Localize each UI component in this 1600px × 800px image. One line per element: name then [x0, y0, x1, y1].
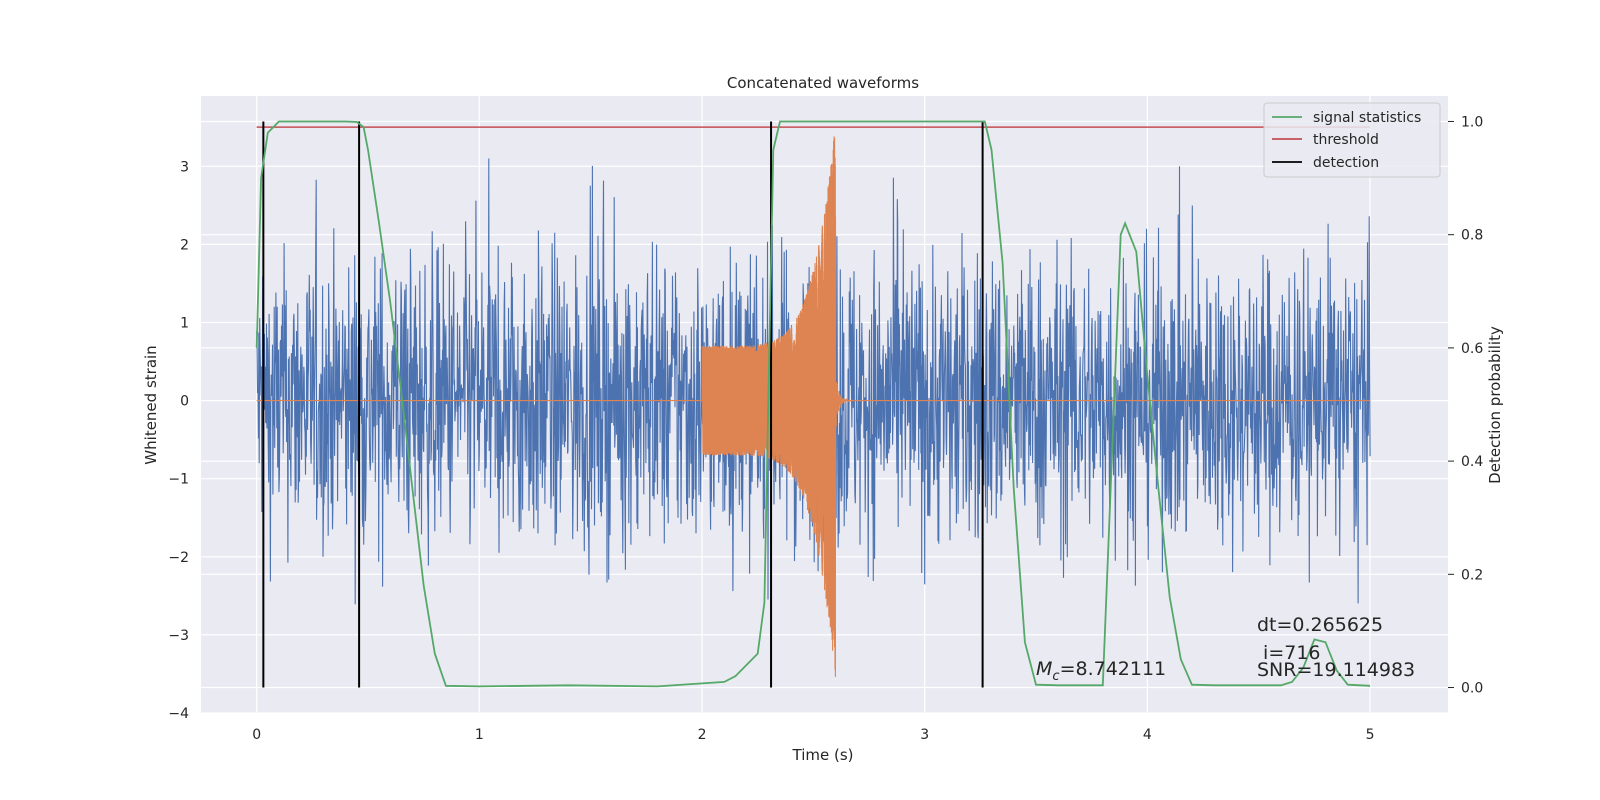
- y2-tick-label: 1.0: [1461, 114, 1483, 130]
- y2-tick-label: 0.0: [1461, 681, 1483, 697]
- chirp-mass-annotation: Mc=8.742111: [1036, 658, 1166, 684]
- legend-detection-label: detection: [1313, 155, 1379, 171]
- chart-title: Concatenated waveforms: [727, 74, 919, 92]
- y2-axis-label: Detection probability: [1486, 326, 1504, 484]
- y-tick-label: 2: [180, 237, 189, 253]
- y-tick-label: −1: [168, 472, 189, 488]
- x-tick-label: 0: [252, 727, 261, 743]
- y-tick-label: 3: [180, 159, 189, 175]
- x-tick-label: 1: [475, 727, 484, 743]
- y2-tick-label: 0.4: [1461, 454, 1483, 470]
- legend-signal-statistics-label: signal statistics: [1313, 110, 1421, 126]
- y2-tick-label: 0.6: [1461, 341, 1483, 357]
- x-axis-label: Time (s): [792, 746, 854, 764]
- chirp-mass-symbol: M: [1036, 658, 1052, 680]
- x-tick-label: 4: [1143, 727, 1152, 743]
- chirp-mass-subscript: c: [1052, 669, 1059, 684]
- y-tick-label: 1: [180, 315, 189, 331]
- detection-lines: [262, 121, 984, 688]
- y-tick-label: −4: [168, 706, 189, 722]
- index-annotation: i=716: [1257, 642, 1321, 664]
- y2-axis-ticks: 0.0 0.2 0.4 0.6 0.8 1.0: [1448, 114, 1483, 697]
- chirp-mass-value: =8.742111: [1060, 658, 1167, 680]
- y-axis-ticks: −4 −3 −2 −1 0 1 2 3: [168, 159, 189, 722]
- y2-tick-label: 0.8: [1461, 228, 1483, 244]
- y2-tick-label: 0.2: [1461, 567, 1483, 583]
- legend: signal statistics threshold detection: [1263, 102, 1441, 178]
- y-tick-label: −2: [168, 550, 189, 566]
- legend-box: [1263, 102, 1441, 178]
- signal-statistics-line: [255, 120, 1371, 688]
- x-axis-ticks: 0 1 2 3 4 5: [252, 727, 1374, 743]
- dt-annotation: dt=0.265625: [1257, 614, 1383, 636]
- legend-threshold-label: threshold: [1313, 132, 1379, 148]
- x-tick-label: 5: [1366, 727, 1375, 743]
- x-tick-label: 3: [920, 727, 929, 743]
- y-axis-label: Whitened strain: [142, 345, 160, 464]
- snr-annotation: SNR=19.114983: [1257, 659, 1415, 681]
- x-tick-label: 2: [698, 727, 707, 743]
- y-tick-label: 0: [180, 394, 189, 410]
- y-tick-label: −3: [168, 628, 189, 644]
